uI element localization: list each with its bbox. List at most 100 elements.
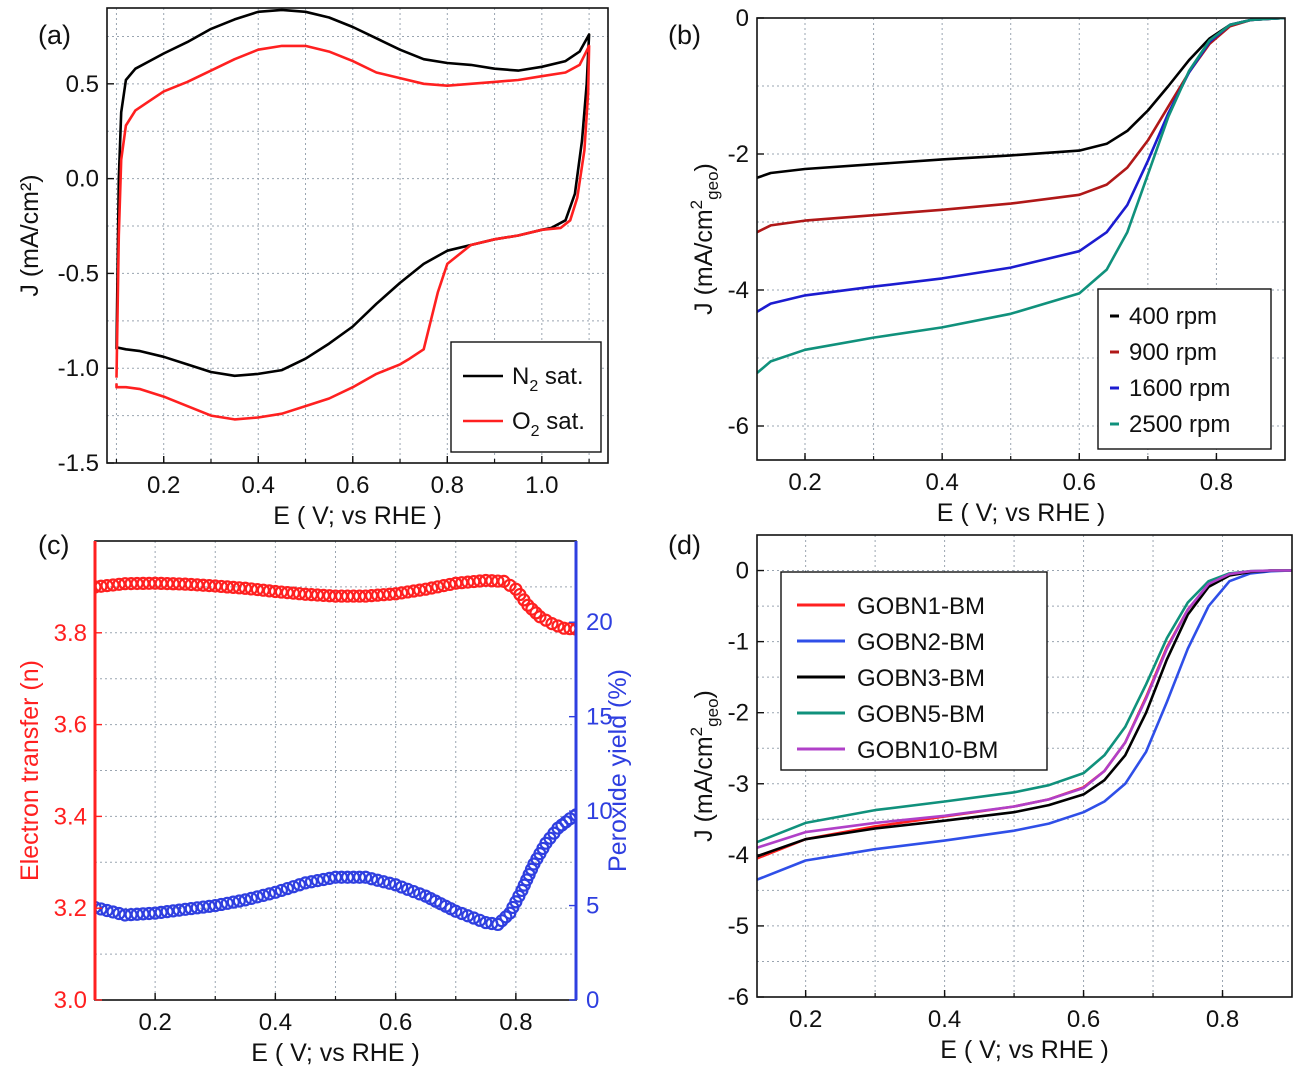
data-point	[95, 900, 102, 915]
y-tick-label: 3.4	[54, 803, 87, 830]
y-right-tick-label: 15	[586, 704, 613, 731]
x-axis-label: E ( V; vs RHE )	[273, 502, 442, 530]
data-point	[431, 580, 445, 594]
y-tick-label: 3.6	[54, 712, 87, 739]
legend-box	[1097, 288, 1272, 450]
x-tick-label: 0.8	[431, 472, 464, 499]
y-tick-label: -4	[728, 277, 749, 304]
data-point	[220, 896, 234, 910]
legend-label: 900 rpm	[1129, 339, 1217, 366]
x-tick-label: 0.8	[1200, 469, 1233, 496]
data-point	[521, 598, 535, 612]
panel-label: (d)	[668, 530, 701, 560]
x-tick-label: 0.2	[147, 472, 180, 499]
data-point	[160, 904, 174, 919]
data-point	[370, 873, 385, 887]
data-point	[569, 622, 576, 636]
series-peroxide-yield	[95, 808, 576, 932]
data-point	[262, 887, 276, 901]
data-point	[238, 581, 252, 595]
data-point	[352, 870, 367, 884]
plot-frame	[756, 17, 1286, 461]
data-point	[461, 575, 475, 589]
y-tick-label: -6	[728, 984, 749, 1011]
series-line-0	[757, 18, 1285, 180]
data-point	[250, 582, 264, 597]
data-point	[256, 888, 270, 902]
y-tick-label: 3.0	[54, 987, 87, 1014]
x-tick-label: 0.6	[336, 472, 369, 499]
data-point	[389, 587, 403, 601]
legend-label: GOBN2-BM	[857, 629, 985, 656]
data-point	[569, 808, 576, 822]
data-point	[268, 584, 282, 599]
data-point	[425, 581, 439, 595]
data-point	[491, 917, 505, 932]
y-tick-label: 0.5	[66, 71, 99, 98]
panel-b: 0.2 0.4 0.6 0.8 0 -2 -4 -6 (b) E ( V; vs RHE ) J (…	[668, 5, 1286, 527]
series-group	[757, 18, 1285, 374]
x-tick-label: 0.4	[242, 472, 275, 499]
x-tick-label: 0.2	[788, 469, 821, 496]
data-point	[495, 914, 509, 928]
series-electron-transfer	[95, 573, 576, 636]
data-point	[298, 876, 313, 890]
data-point	[401, 882, 415, 896]
data-point	[166, 904, 180, 918]
data-point	[280, 881, 294, 896]
legend-label: 2500 rpm	[1129, 411, 1230, 438]
legend: GOBN1-BM GOBN2-BM GOBN3-BM GOBN5-BM GOBN10-B…	[780, 571, 1048, 771]
data-point	[244, 891, 258, 905]
data-point	[190, 901, 204, 915]
x-axis-label: E ( V; vs RHE )	[937, 499, 1106, 527]
data-point	[377, 875, 391, 889]
gridlines	[757, 535, 1292, 997]
y-tick-label: 0	[736, 558, 749, 585]
data-point	[551, 619, 565, 633]
x-tick-label: 0.2	[789, 1006, 822, 1033]
data-point	[401, 585, 415, 599]
legend-label: O2 sat.	[512, 408, 585, 440]
data-point	[148, 906, 162, 920]
y-tick-label: 0	[736, 5, 749, 32]
data-point	[473, 913, 487, 927]
y-tick-label: -4	[728, 842, 749, 869]
gridlines	[95, 541, 576, 1000]
y-tick-label: -5	[728, 913, 749, 940]
data-point	[389, 878, 403, 892]
data-point	[184, 901, 198, 916]
data-point	[467, 574, 481, 589]
data-point	[455, 906, 469, 921]
series-line-4	[757, 569, 1292, 849]
x-axis-label: E ( V; vs RHE )	[940, 1036, 1109, 1064]
data-point	[232, 894, 246, 908]
legend: 400 rpm 900 rpm 1600 rpm 2500 rpm	[1097, 288, 1272, 450]
data-point	[443, 577, 457, 592]
data-point	[154, 905, 168, 919]
data-point	[545, 617, 559, 631]
data-point	[383, 587, 397, 601]
data-point	[202, 899, 216, 913]
panel-label: (b)	[668, 20, 701, 50]
y-tick-label: -0.5	[58, 260, 99, 287]
data-point	[286, 880, 301, 894]
data-point	[479, 915, 493, 930]
panel-a: 0.2 0.4 0.6 0.8 1.0 -1.5 -1.0 -0.5 0.0 0.5 (a) E ( …	[16, 7, 609, 530]
data-point	[274, 585, 288, 599]
data-point	[286, 586, 301, 600]
data-point	[292, 878, 307, 892]
y-tick-label: 0.0	[66, 166, 99, 193]
legend-label: 400 rpm	[1129, 303, 1217, 330]
data-point	[322, 871, 337, 885]
y-tick-label: 3.2	[54, 895, 87, 922]
y-tick-label: -3	[728, 771, 749, 798]
x-tick-label: 1.0	[525, 472, 558, 499]
data-point	[449, 904, 463, 918]
data-point	[407, 584, 421, 598]
legend-box	[450, 341, 602, 453]
data-point	[395, 880, 409, 894]
x-tick-label: 0.4	[259, 1009, 292, 1036]
x-tick-label: 0.4	[925, 469, 958, 496]
y-right-axis-label: Peroxide yield (%)	[604, 669, 632, 872]
y-tick-label: -1.0	[58, 355, 99, 382]
